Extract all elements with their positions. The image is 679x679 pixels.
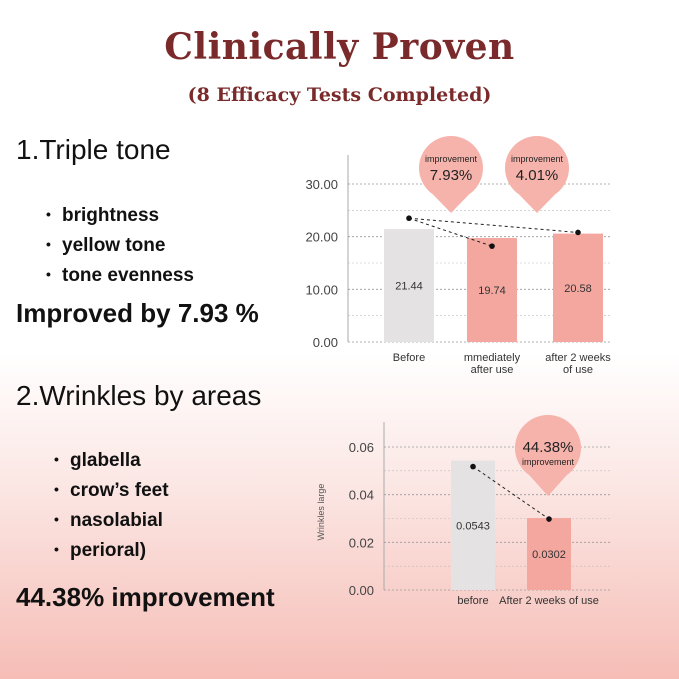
section1-result: Improved by 7.93 % [16, 298, 259, 328]
y-axis-label: Wrinkles large [316, 484, 326, 541]
y-tick-label: 0.00 [349, 583, 374, 598]
annotation-bubble [505, 135, 569, 213]
x-tick-label: before [457, 595, 488, 607]
bar [527, 518, 571, 590]
page-subtitle: (8 Efficacy Tests Completed) [187, 84, 492, 106]
section1-bullet: yellow tone [46, 230, 194, 260]
y-tick-label: 0.04 [349, 488, 374, 503]
page-title: Clinically Proven [164, 26, 515, 68]
data-point [489, 243, 495, 249]
section2-heading: 2.Wrinkles by areas [16, 380, 262, 411]
section2-bullet-list: glabella crow’s feet nasolabial perioral… [54, 445, 169, 565]
bar [451, 460, 495, 590]
section2-bullet: nasolabial [54, 505, 169, 535]
trend-line [408, 217, 579, 233]
bar [467, 238, 517, 342]
y-tick-label: 20.00 [305, 230, 338, 245]
section2-bullet: crow’s feet [54, 475, 169, 505]
section1-bullet: tone evenness [46, 260, 194, 290]
data-label: 19.74 [478, 285, 506, 297]
annotation-label: improvement [425, 154, 478, 164]
bar [384, 229, 434, 342]
annotation-value: 44.38% [523, 439, 574, 456]
y-tick-label: 0.00 [313, 335, 338, 350]
x-tick-label: after use [471, 364, 514, 376]
section2-bullet: glabella [54, 445, 169, 475]
data-label: 20.58 [564, 283, 592, 295]
trend-line [408, 217, 493, 247]
annotation-value: 4.01% [516, 167, 559, 184]
x-tick-label: of use [563, 364, 593, 376]
section1-bullet-list: brightness yellow tone tone evenness [46, 200, 194, 290]
annotation-bubble [515, 414, 581, 496]
section2-result: 44.38% improvement [16, 582, 275, 612]
annotation-label: improvement [511, 154, 564, 164]
section1-heading: 1.Triple tone [16, 134, 171, 165]
x-tick-label: after 2 weeks [545, 352, 611, 364]
y-tick-label: 0.06 [349, 440, 374, 455]
data-point [406, 215, 412, 222]
annotation-value: 7.93% [430, 167, 473, 184]
y-tick-label: 0.02 [349, 535, 374, 550]
data-label: 21.44 [395, 281, 423, 293]
y-tick-label: 30.00 [305, 177, 338, 192]
x-tick-label: After 2 weeks of use [499, 595, 599, 607]
data-point [546, 516, 552, 522]
annotation-bubble [418, 136, 483, 213]
x-tick-label: Before [393, 352, 425, 364]
section1-bullet: brightness [46, 200, 194, 230]
data-point [470, 463, 476, 470]
annotation-label: improvement [522, 457, 575, 467]
data-label: 0.0302 [532, 549, 566, 561]
x-tick-label: mmediately [464, 352, 521, 364]
data-point [575, 229, 581, 236]
y-tick-label: 10.00 [305, 282, 338, 297]
data-label: 0.0543 [456, 520, 490, 532]
bar [553, 233, 603, 342]
section2-bullet: perioral) [54, 535, 169, 565]
